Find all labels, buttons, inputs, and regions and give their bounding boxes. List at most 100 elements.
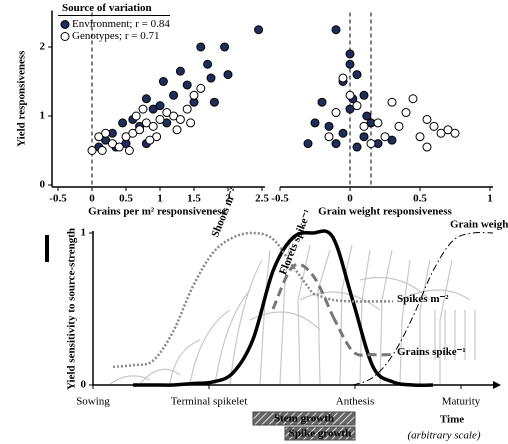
point <box>324 132 334 142</box>
point <box>401 108 411 118</box>
point <box>394 121 404 131</box>
point <box>331 108 341 118</box>
y-axis-title: Yield sensitivity to source-strength <box>66 228 78 390</box>
y-tick-label: 0 <box>40 179 46 191</box>
series-line <box>331 315 394 357</box>
point <box>223 70 233 80</box>
point <box>155 114 165 124</box>
point <box>317 97 327 107</box>
point <box>182 104 192 114</box>
x-axis-note: (arbitrary scale) <box>407 430 480 442</box>
point <box>408 94 418 104</box>
y-tick-label: 1 <box>40 110 46 122</box>
point <box>303 139 313 149</box>
phase-label: Stem growth <box>274 413 334 425</box>
point <box>373 118 383 128</box>
point <box>87 146 97 155</box>
point <box>387 135 397 145</box>
y-tick-label: 2 <box>40 41 46 53</box>
point <box>141 94 151 104</box>
x-tick-label: Maturity <box>442 396 481 408</box>
x-tick-label: Sowing <box>76 396 110 408</box>
series-line <box>352 231 494 386</box>
x-tick-label: Terminal spikelet <box>171 396 248 408</box>
x-tick-label: 0.5 <box>413 193 427 205</box>
point <box>310 118 320 128</box>
series-line <box>112 231 315 369</box>
x-axis-title: Grain weight responsiveness <box>318 206 452 218</box>
point <box>380 132 390 142</box>
point <box>220 42 230 52</box>
x-axis-title: Time <box>440 414 464 426</box>
point <box>182 80 192 90</box>
point <box>114 142 124 152</box>
y-tick-label: 0 <box>81 379 87 391</box>
point <box>331 139 341 149</box>
legend-label: Environment; r = 0.84 <box>72 18 170 30</box>
point <box>324 121 334 131</box>
legend-label: Genotypes; r = 0.71 <box>72 30 159 42</box>
x-tick-label: 1 <box>487 193 493 205</box>
point <box>196 83 206 93</box>
y-tick-label: 1 <box>81 227 87 239</box>
point <box>148 121 158 131</box>
legend-marker <box>60 20 70 29</box>
point <box>158 77 168 86</box>
point <box>366 139 376 149</box>
point <box>338 73 348 83</box>
point <box>450 128 460 138</box>
point <box>189 90 199 100</box>
x-tick-label: -0.5 <box>271 193 289 205</box>
point <box>345 59 355 69</box>
series-label: Grain weight <box>450 219 508 231</box>
point <box>422 114 432 124</box>
point <box>169 90 179 100</box>
x-tick-label: Anthesis <box>336 396 375 408</box>
point <box>338 128 348 138</box>
series-label: Grains spike⁻¹ <box>397 346 466 358</box>
scale-bar <box>45 235 49 262</box>
x-axis-arrow <box>493 381 501 389</box>
point <box>131 111 141 121</box>
point <box>359 132 369 142</box>
y-axis-title: Yield responsiveness <box>16 50 28 147</box>
x-tick-label: 0.5 <box>119 193 133 205</box>
point <box>345 49 355 59</box>
point <box>345 90 355 100</box>
x-axis-title: Grains per m² responsiveness <box>88 206 226 218</box>
point <box>203 59 213 69</box>
point <box>124 146 134 155</box>
point <box>254 25 264 35</box>
phase-bar <box>284 426 356 441</box>
point <box>331 25 341 35</box>
point <box>352 101 362 111</box>
point <box>443 125 453 135</box>
point <box>172 125 182 135</box>
x-tick-label: 2.5 <box>255 193 269 205</box>
point <box>118 118 128 128</box>
point <box>175 66 185 76</box>
phase-label: Spike growth <box>289 428 351 440</box>
x-tick-label: 2 <box>225 193 231 205</box>
legend-marker <box>60 32 70 41</box>
point <box>352 142 362 152</box>
point <box>359 121 369 131</box>
x-tick-label: -0.5 <box>49 193 67 205</box>
point <box>206 73 216 83</box>
point <box>429 121 439 131</box>
point <box>436 128 446 138</box>
point <box>362 111 372 121</box>
series-label: Spikes m⁻² <box>397 293 449 305</box>
point <box>209 97 219 107</box>
point <box>135 125 145 135</box>
point <box>359 90 369 100</box>
point <box>196 42 206 52</box>
phase-bar <box>252 411 356 426</box>
x-tick-label: 0 <box>89 193 95 205</box>
series-line <box>271 262 335 318</box>
legend-title: Source of variation <box>62 2 152 14</box>
series-line <box>133 229 434 387</box>
x-tick-label: 1.5 <box>187 193 201 205</box>
